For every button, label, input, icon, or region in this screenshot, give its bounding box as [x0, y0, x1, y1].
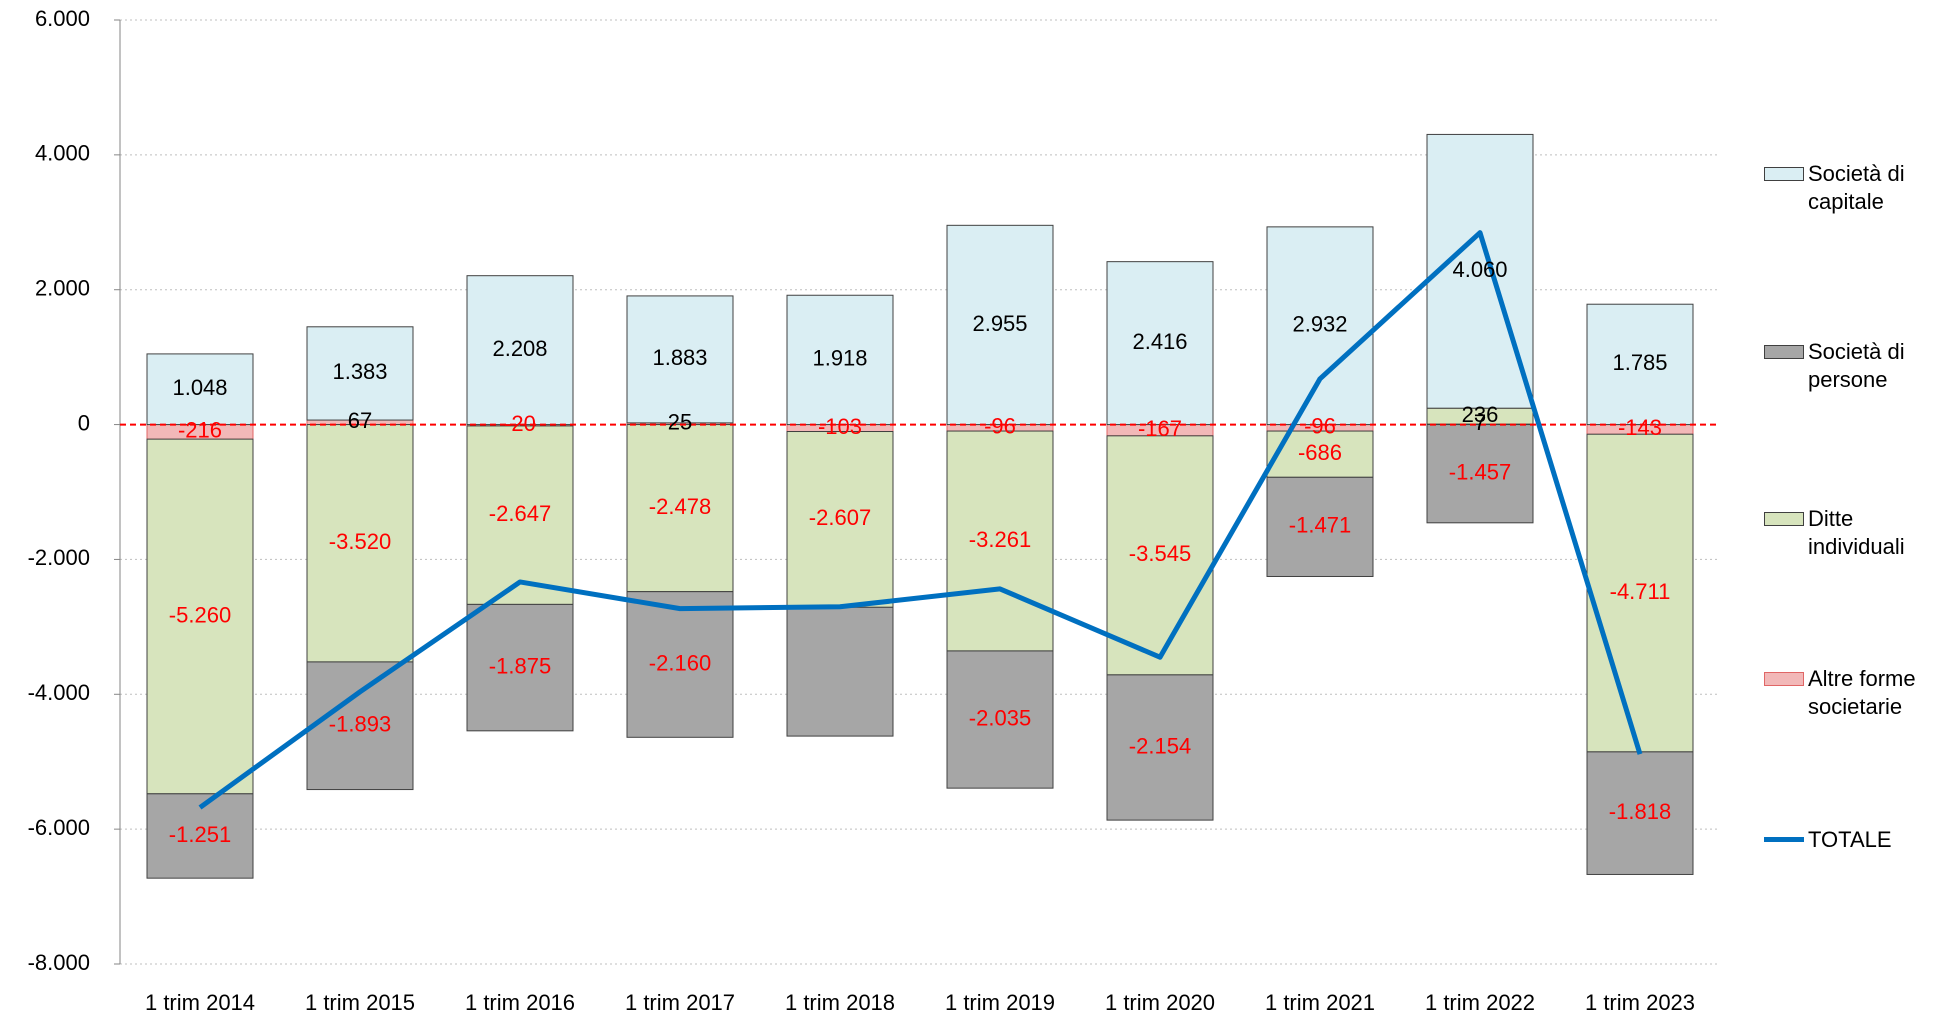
bar [1106, 435, 1214, 676]
x-tick-label: 1 trim 2019 [945, 990, 1055, 1011]
bar [946, 650, 1054, 789]
y-tick-label: -8.000 [28, 950, 90, 975]
data-label: -2.160 [649, 650, 711, 675]
bar [786, 294, 894, 426]
data-label: -1.471 [1289, 513, 1351, 538]
data-label: -686 [1298, 440, 1342, 465]
bar [1106, 261, 1214, 426]
y-tick-label: 2.000 [35, 276, 90, 301]
data-label: 1.785 [1612, 350, 1667, 375]
x-tick-label: 1 trim 2015 [305, 990, 415, 1011]
data-label: 4.060 [1452, 257, 1507, 282]
data-label: -2.154 [1129, 733, 1191, 758]
legend-label: Ditte individuali [1808, 506, 1905, 559]
y-tick-label: 4.000 [35, 141, 90, 166]
bar [1426, 133, 1534, 409]
data-label: -1.457 [1449, 460, 1511, 485]
legend-label: TOTALE [1808, 827, 1892, 852]
bar [1586, 751, 1694, 875]
legend-label: Altre forme societarie [1808, 666, 1916, 719]
bar [946, 430, 1054, 652]
bar [786, 431, 894, 608]
legend-swatch [1764, 512, 1804, 526]
y-tick-label: -6.000 [28, 815, 90, 840]
x-tick-label: 1 trim 2017 [625, 990, 735, 1011]
bar [1266, 476, 1374, 577]
data-label: -2.035 [969, 705, 1031, 730]
data-label: -1.893 [329, 712, 391, 737]
data-label: -216 [178, 418, 222, 443]
bar [626, 424, 734, 593]
bar [1426, 424, 1534, 524]
bar [466, 275, 574, 426]
bar [466, 603, 574, 732]
bar [626, 591, 734, 738]
data-label: 2.932 [1292, 312, 1347, 337]
y-tick-label: 0 [78, 410, 90, 435]
bar [306, 661, 414, 791]
data-label: -20 [504, 411, 536, 436]
bar [1586, 303, 1694, 426]
legend-swatch [1764, 167, 1804, 181]
data-label: -1.818 [1609, 799, 1671, 824]
bar [146, 353, 254, 426]
legend-swatch [1764, 345, 1804, 359]
x-tick-label: 1 trim 2022 [1425, 990, 1535, 1011]
bar [306, 326, 414, 421]
data-label: 2.416 [1132, 329, 1187, 354]
bar [146, 438, 254, 795]
data-label: -167 [1138, 416, 1182, 441]
x-tick-label: 1 trim 2014 [145, 990, 255, 1011]
data-label: -3.261 [969, 527, 1031, 552]
data-label: -143 [1618, 415, 1662, 440]
bar [306, 424, 414, 663]
data-label: -103 [818, 414, 862, 439]
data-label: -1.875 [489, 653, 551, 678]
data-label: 1.883 [652, 345, 707, 370]
legend-swatch [1764, 672, 1804, 686]
bar [626, 295, 734, 424]
legend-label: Società di persone [1808, 339, 1905, 392]
data-label: -96 [1304, 414, 1336, 439]
data-label: -2.647 [489, 501, 551, 526]
data-label: 1.048 [172, 375, 227, 400]
y-tick-label: 6.000 [35, 6, 90, 31]
y-tick-label: -2.000 [28, 545, 90, 570]
x-tick-label: 1 trim 2021 [1265, 990, 1375, 1011]
data-label: 67 [348, 408, 372, 433]
total-line [198, 230, 1643, 810]
data-label: 7 [1474, 410, 1486, 435]
data-label: -2.607 [809, 505, 871, 530]
x-tick-label: 1 trim 2016 [465, 990, 575, 1011]
data-label: -1.251 [169, 822, 231, 847]
x-tick-label: 1 trim 2018 [785, 990, 895, 1011]
data-label: -4.711 [1610, 579, 1671, 604]
data-label: -5.260 [169, 602, 231, 627]
data-label: 236 [1462, 402, 1499, 427]
legend-label: Società di capitale [1808, 161, 1905, 214]
data-label: 2.955 [972, 311, 1027, 336]
bar [466, 425, 574, 605]
data-label: 1.918 [812, 346, 867, 371]
data-label: 2.208 [492, 336, 547, 361]
y-tick-label: -4.000 [28, 680, 90, 705]
data-label: -2.478 [649, 494, 711, 519]
bar [1586, 433, 1694, 753]
bar [1106, 674, 1214, 821]
data-label: -3.520 [329, 529, 391, 554]
x-tick-label: 1 trim 2023 [1585, 990, 1695, 1011]
data-label: -3.545 [1129, 541, 1191, 566]
legend-swatch [1764, 837, 1804, 842]
data-label: 1.383 [332, 359, 387, 384]
x-tick-label: 1 trim 2020 [1105, 990, 1215, 1011]
bar [1266, 226, 1374, 426]
data-label: 25 [668, 410, 692, 435]
bar [786, 606, 894, 737]
data-label: -96 [984, 414, 1016, 439]
bar [146, 793, 254, 879]
